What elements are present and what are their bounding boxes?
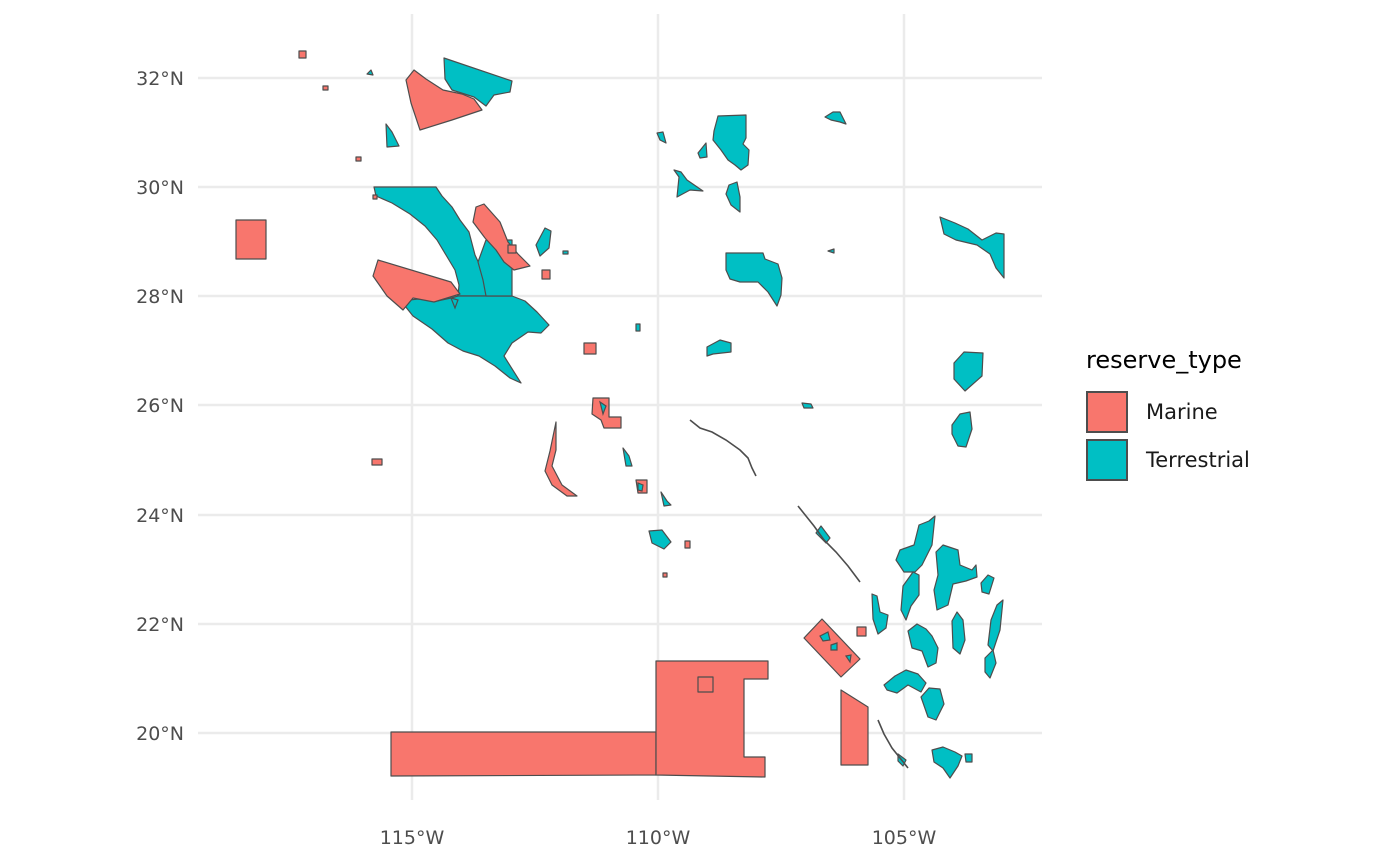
terrestrial-reserve-michoacan-a (931, 746, 963, 779)
y-tick-label: 20°N (136, 723, 184, 745)
marine-reserve-pacific-west (390, 731, 657, 777)
terrestrial-reserve-chihuahua-a (939, 216, 1005, 279)
terrestrial-reserve-michoacan-c (964, 753, 973, 763)
terrestrial-reserve-san-pedro-martir (385, 123, 400, 148)
legend: reserve_type Marine Terrestrial (1086, 346, 1250, 484)
x-axis: 115°W 110°W 105°W (380, 827, 937, 849)
y-tick-label: 30°N (136, 177, 184, 199)
y-tick-label: 32°N (136, 68, 184, 90)
coastline-sliver-sinaloa (689, 419, 757, 477)
terrestrial-reserve-colima-b (920, 687, 945, 721)
y-axis: 20°N 22°N 24°N 26°N 28°N 30°N 32°N (136, 68, 184, 745)
terrestrial-reserve-pinacate (443, 57, 513, 107)
terrestrial-reserve-small-islet-b (656, 131, 667, 144)
legend-key-marine (1086, 391, 1128, 433)
terrestrial-reserves (366, 57, 1005, 779)
terrestrial-islets (449, 297, 852, 664)
terrestrial-reserve-small-islet-c (827, 248, 835, 254)
terrestrial-islet-maria-b (830, 642, 838, 651)
terrestrial-reserve-magdalena-islet (648, 529, 672, 550)
terrestrial-reserve-jalisco-c (984, 649, 997, 679)
terrestrial-reserve-sonora-north-d (725, 181, 741, 213)
terrestrial-islet-cabo (637, 482, 644, 492)
marine-reserve-islet-f (684, 540, 691, 549)
y-tick-label: 26°N (136, 395, 184, 417)
terrestrial-reserve-durango-c (900, 571, 920, 621)
terrestrial-reserve-alamos (725, 252, 783, 307)
terrestrial-reserve-angel-islet (535, 227, 552, 257)
marine-reserve-guadalupe (235, 219, 267, 260)
marine-reserve-revillagigedo (655, 660, 769, 778)
terrestrial-islet-maria-c (845, 654, 852, 664)
terrestrial-reserve-small-islet-d (635, 323, 641, 332)
terrestrial-reserve-jalisco-b (987, 599, 1004, 652)
terrestrial-reserve-sonora-north-c (673, 169, 704, 198)
x-tick-label: 105°W (872, 827, 937, 849)
marine-reserve-islet-b (322, 85, 329, 91)
terrestrial-reserve-durango-a (895, 515, 936, 573)
marine-reserve-espiritu-santo (591, 397, 622, 429)
marine-reserve-pacific-east (840, 689, 869, 766)
terrestrial-reserve-sierra-small (801, 402, 814, 409)
gridlines (198, 14, 1042, 800)
legend-item-marine: Marine (1086, 388, 1250, 436)
terrestrial-reserve-durango-b (933, 544, 978, 611)
legend-label-terrestrial: Terrestrial (1146, 448, 1250, 472)
marine-reserve-islet-a (298, 50, 307, 59)
legend-label-marine: Marine (1146, 400, 1218, 424)
marine-reserve-magdalena-coast (544, 421, 578, 497)
coastline-sliver-nayarit (797, 505, 861, 583)
terrestrial-reserve-sonora-east (824, 111, 847, 125)
terrestrial-reserve-durango-d (980, 574, 995, 595)
terrestrial-reserve-cabo-islet (660, 491, 672, 507)
marine-reserve-islet-e (371, 458, 383, 466)
marine-reserve-revillagigedo-inner (697, 676, 714, 693)
terrestrial-reserve-chihuahua-b (953, 351, 984, 392)
marine-reserve-el-vizcaino-bay (372, 259, 461, 311)
coastline-slivers (689, 419, 909, 769)
legend-title: reserve_type (1086, 346, 1242, 374)
marine-reserve-loreto (583, 342, 597, 355)
marine-reserve-small-square-a (507, 244, 517, 254)
terrestrial-reserve-baja-north-islet (366, 69, 374, 76)
marine-reserve-small-square-b (541, 269, 551, 280)
terrestrial-reserve-small-islet-a (562, 250, 569, 255)
terrestrial-reserve-la-paz-islet (622, 447, 633, 467)
coastline-sliver-jalisco (877, 719, 909, 769)
terrestrial-islet-espiritu (599, 400, 607, 417)
terrestrial-reserve-nayarit-a (815, 525, 831, 544)
terrestrial-reserve-sinaloa-a (706, 339, 732, 357)
terrestrial-reserve-vizcaino (400, 295, 550, 384)
marine-reserve-islet-c (355, 156, 362, 162)
x-tick-label: 115°W (380, 827, 445, 849)
terrestrial-reserve-colima-a (883, 669, 927, 694)
terrestrial-reserve-chihuahua-c (951, 411, 973, 448)
terrestrial-reserve-nayarit-c (907, 623, 939, 668)
x-tick-label: 110°W (626, 827, 691, 849)
terrestrial-islet-vizcaino-bay (449, 297, 459, 310)
legend-item-terrestrial: Terrestrial (1086, 436, 1250, 484)
terrestrial-islet-maria-a (819, 631, 831, 642)
y-tick-label: 24°N (136, 505, 184, 527)
marine-reserve-islet-g (662, 572, 668, 578)
terrestrial-reserve-sonora-north-a (712, 114, 750, 171)
marine-reserves (235, 50, 869, 778)
marine-reserve-alto-golfo (405, 69, 483, 131)
terrestrial-reserve-sonora-north-b (697, 142, 708, 159)
marine-reserve-islet-d (372, 194, 378, 200)
y-tick-label: 22°N (136, 614, 184, 636)
marine-reserve-islet-h (856, 626, 867, 637)
y-tick-label: 28°N (136, 286, 184, 308)
legend-key-terrestrial (1086, 439, 1128, 481)
terrestrial-reserve-jalisco-a (951, 611, 966, 655)
terrestrial-reserve-nayarit-b (871, 593, 889, 635)
